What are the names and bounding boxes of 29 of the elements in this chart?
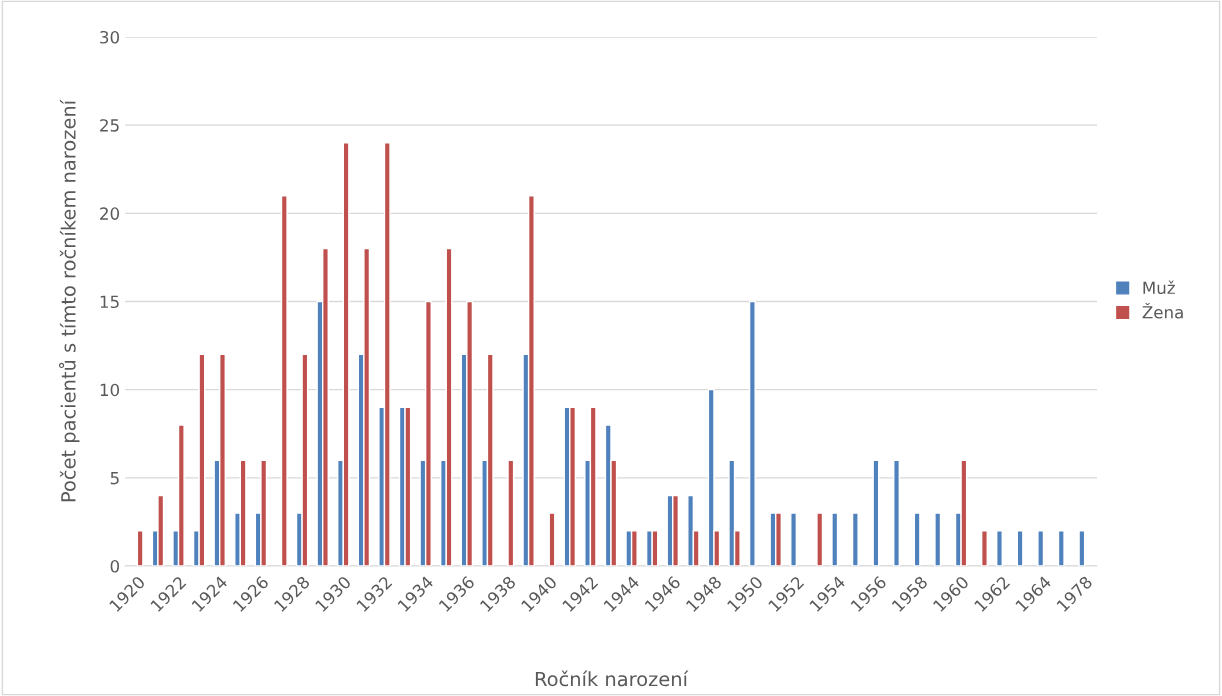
bar <box>280 195 288 566</box>
bar <box>507 459 515 566</box>
bar <box>816 512 824 566</box>
x-axis-title: Ročník narození <box>535 670 689 687</box>
bar <box>872 459 880 566</box>
y-axis-title: Počet pacientů s tímto ročníkem narození <box>58 99 80 502</box>
legend-label: Muž <box>1143 280 1175 295</box>
y-tick-label: 0 <box>110 559 120 573</box>
y-tick-label: 20 <box>100 207 120 220</box>
bar <box>136 530 144 566</box>
bar <box>1078 530 1086 566</box>
y-tick-label: 10 <box>100 383 120 397</box>
y-tick-label: 25 <box>100 119 119 132</box>
bar <box>934 512 942 566</box>
y-tick-label: 15 <box>100 295 119 309</box>
bar <box>790 512 798 566</box>
bar <box>1016 530 1024 566</box>
bar <box>893 459 901 566</box>
bar <box>996 530 1003 566</box>
bar <box>980 530 988 566</box>
legend-label: Žena <box>1142 302 1183 319</box>
y-tick-label: 30 <box>100 30 120 44</box>
y-tick-label: 5 <box>110 472 119 485</box>
bar <box>913 512 921 566</box>
bar <box>851 512 859 566</box>
bar <box>1037 530 1045 566</box>
bar <box>831 512 839 566</box>
bar <box>1057 530 1065 566</box>
bar <box>748 300 756 566</box>
